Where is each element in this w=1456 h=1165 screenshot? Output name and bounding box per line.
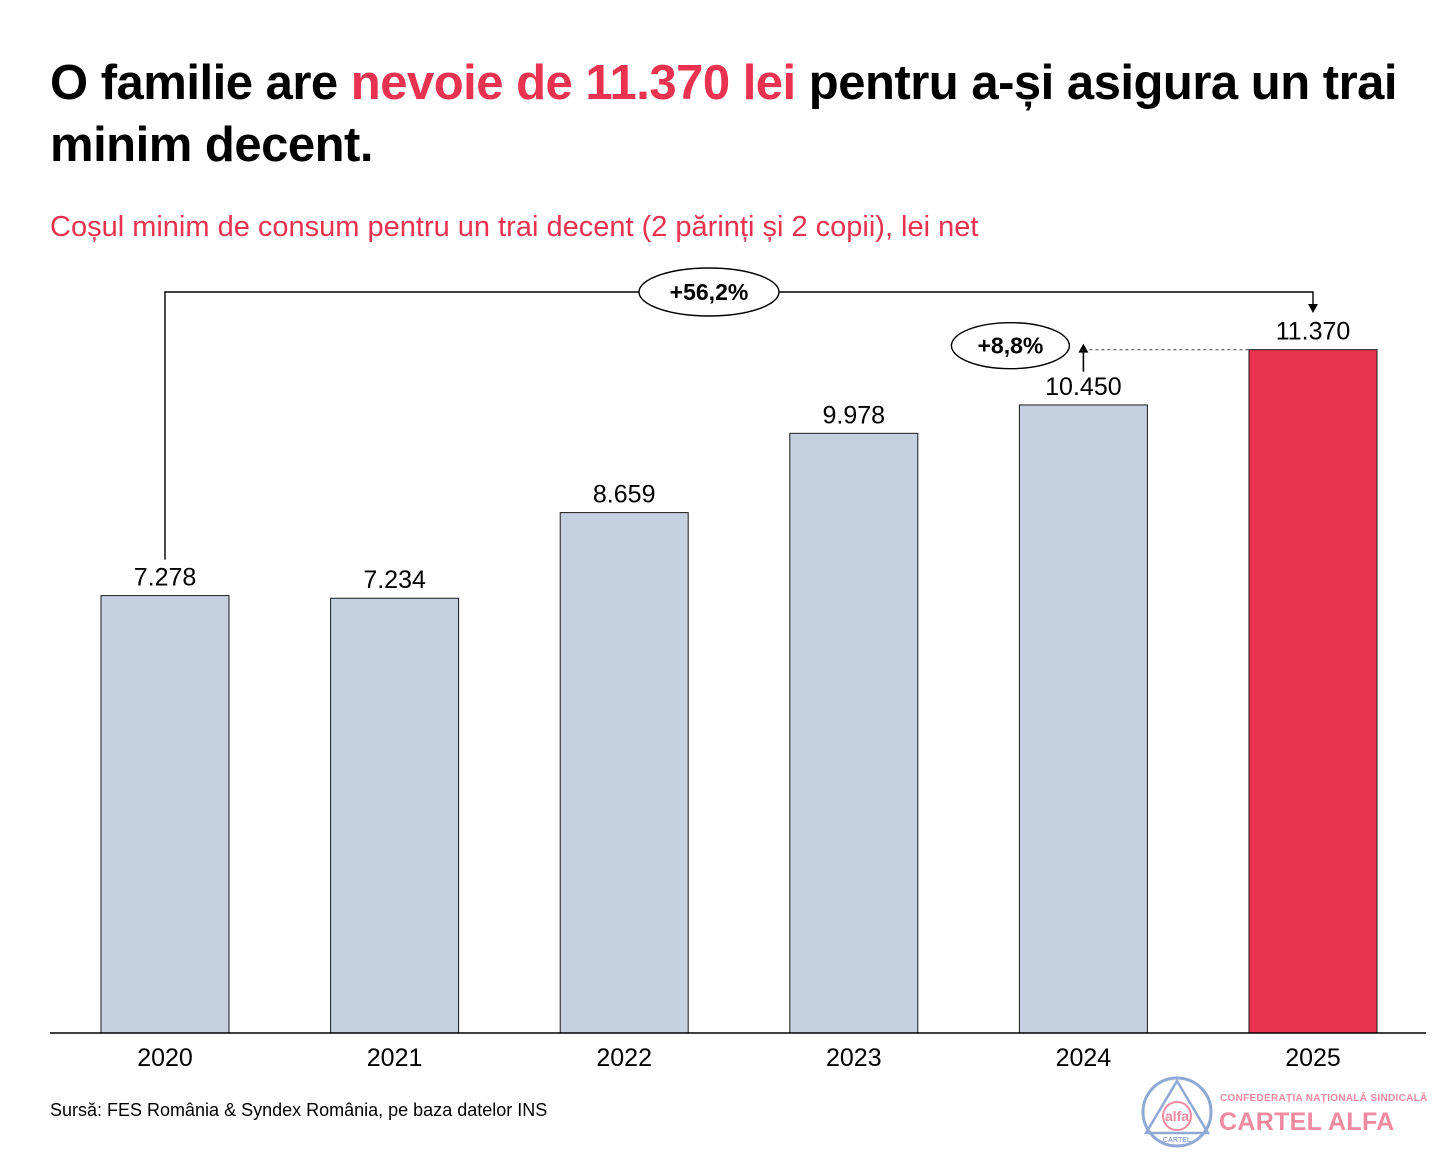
total-change-arrowhead (1308, 304, 1318, 313)
category-label-2025: 2025 (1285, 1044, 1341, 1072)
bar-2020 (100, 595, 230, 1034)
value-label-2023: 9.978 (823, 401, 886, 429)
category-label-2024: 2024 (1056, 1044, 1112, 1072)
value-label-2024: 10.450 (1045, 373, 1121, 401)
bar-2024 (1018, 404, 1148, 1034)
category-label-2021: 2021 (367, 1044, 423, 1072)
category-label-2023: 2023 (826, 1044, 882, 1072)
total-change-label: +56,2% (670, 279, 749, 305)
title-part-2: pentru a-și asigura un trai minim decent… (50, 56, 1398, 172)
source-note: Sursă: FES România & Syndex România, pe … (50, 1100, 548, 1120)
value-label-2025: 11.370 (1276, 318, 1351, 346)
cartel-alfa-logo: alfa CARTEL CONFEDERAȚIA NAȚIONALĂ SINDI… (1140, 1075, 1430, 1155)
bar-2021 (330, 597, 460, 1034)
category-label-2020: 2020 (137, 1044, 193, 1072)
category-label-2022: 2022 (596, 1044, 652, 1072)
chart-title: O familie are nevoie de 11.370 lei pentr… (50, 52, 1430, 176)
bar-2022 (559, 512, 689, 1034)
logo-cartel-alfa-text: CARTEL ALFA (1219, 1108, 1395, 1136)
yoy-change-bubble (950, 321, 1071, 370)
logo-circle-subtext: CARTEL (1163, 1137, 1192, 1144)
alfa-emblem-icon: alfa CARTEL (1141, 1076, 1213, 1148)
bar-2025 (1248, 349, 1378, 1034)
yoy-change-label: +8,8% (977, 333, 1043, 359)
value-label-2022: 8.659 (593, 481, 656, 509)
title-highlight: nevoie de 11.370 lei (350, 56, 796, 110)
chart-subtitle: Coșul minim de consum pentru un trai dec… (50, 211, 979, 243)
value-label-2021: 7.234 (363, 566, 426, 594)
bar-2023 (789, 432, 919, 1034)
logo-circle-text: alfa (1165, 1108, 1189, 1124)
logo-confederation-text: CONFEDERAȚIA NAȚIONALĂ SINDICALĂ (1220, 1093, 1428, 1104)
title-part-1: O familie are (50, 56, 351, 110)
total-change-bubble (638, 267, 780, 317)
value-label-2020: 7.278 (134, 564, 197, 592)
yoy-change-arrowhead (1078, 343, 1089, 353)
